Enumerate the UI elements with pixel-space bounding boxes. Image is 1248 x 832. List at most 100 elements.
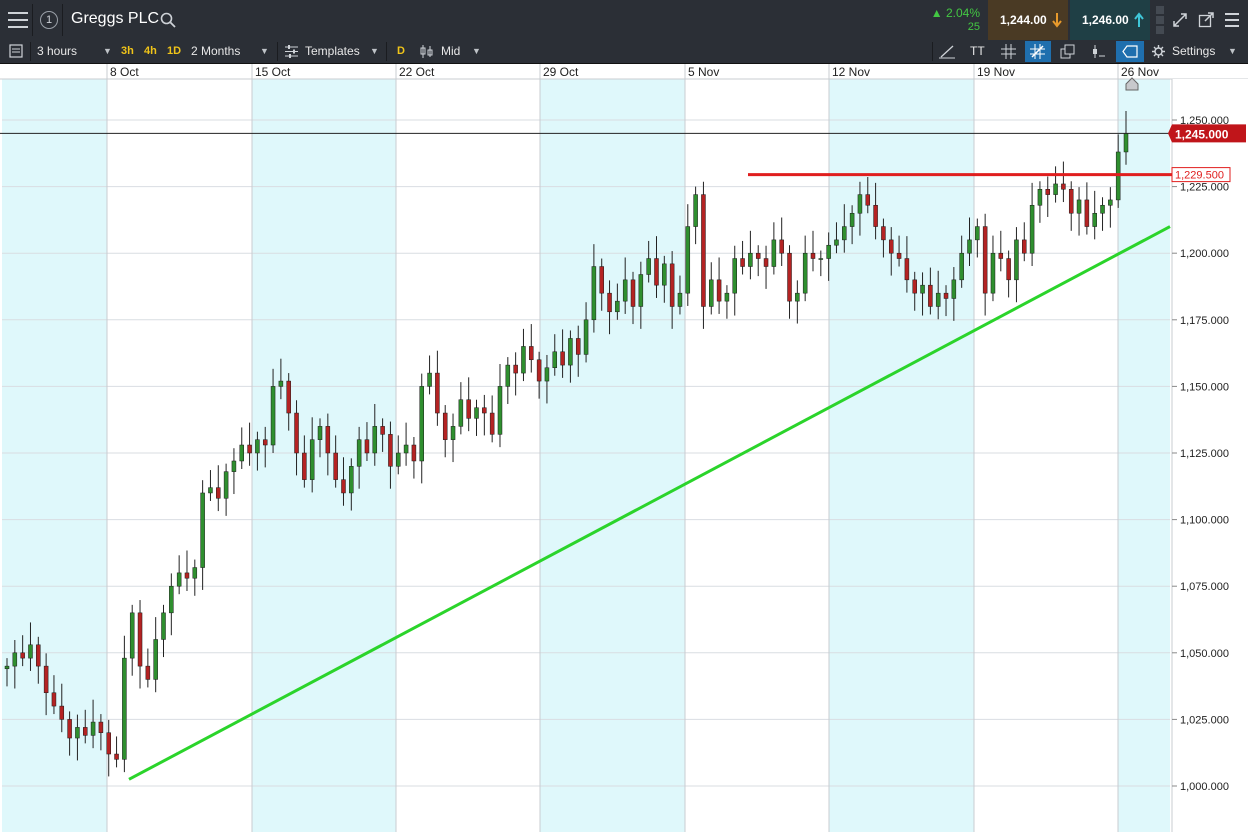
buy-price: 1,246.00: [1082, 13, 1129, 27]
candle-body: [270, 386, 276, 446]
layout-icon[interactable]: [9, 44, 23, 58]
line-tool-icon[interactable]: [939, 44, 955, 59]
candle-body: [654, 258, 659, 286]
candle-body: [787, 252, 792, 302]
candle-body: [286, 380, 291, 414]
templates-icon[interactable]: [284, 45, 299, 58]
chevron-down-icon[interactable]: ▼: [260, 46, 269, 56]
candle-body: [857, 194, 863, 214]
candle-body: [239, 444, 245, 462]
buy-button[interactable]: 1,246.00: [1070, 0, 1150, 40]
quick-4h[interactable]: 4h: [144, 45, 157, 57]
candle-body: [967, 239, 972, 254]
candle-body: [873, 204, 878, 227]
indicator-icon[interactable]: [1091, 44, 1105, 59]
divider: [30, 42, 31, 61]
x-tick-label: 26 Nov: [1121, 65, 1159, 79]
candle-body: [137, 612, 143, 667]
candle-body: [755, 252, 761, 259]
chevron-down-icon[interactable]: ▼: [370, 46, 379, 56]
candle-body: [724, 292, 730, 302]
candle-body: [333, 452, 338, 480]
crosshair-toggle[interactable]: [1025, 41, 1051, 62]
alert-toggle[interactable]: [1116, 41, 1144, 62]
candle-body: [771, 239, 777, 267]
grid-icon[interactable]: [1001, 44, 1016, 59]
size-handle[interactable]: [1156, 6, 1164, 14]
x-tick-label: 15 Oct: [255, 65, 291, 79]
price-chart[interactable]: 8 Oct 15 Oct 22 Oct 29 Oct 5 Nov 12 Nov 19 Nov…: [0, 64, 1248, 832]
candle-body: [90, 721, 96, 736]
fullscreen-icon[interactable]: [1172, 12, 1188, 28]
templates-button[interactable]: Templates: [305, 44, 360, 58]
candle-body: [396, 452, 401, 467]
text-tool[interactable]: TT: [970, 44, 985, 58]
divider: [932, 42, 933, 61]
candle-body: [1068, 189, 1074, 214]
chevron-down-icon[interactable]: ▼: [103, 46, 112, 56]
range-select[interactable]: 2 Months: [191, 44, 241, 58]
candle-body: [1014, 239, 1019, 281]
candle-body: [482, 407, 487, 414]
candle-body: [372, 426, 378, 454]
candle-body: [732, 258, 737, 294]
candle-body: [466, 399, 471, 419]
size-handle[interactable]: [1156, 26, 1164, 34]
d-badge[interactable]: D: [397, 45, 405, 57]
candle-body: [51, 692, 57, 707]
sell-button[interactable]: 1,244.00: [988, 0, 1068, 40]
candle-body: [278, 380, 284, 387]
menu-icon[interactable]: [8, 12, 28, 28]
x-tick-label: 8 Oct: [110, 65, 139, 79]
interval-select[interactable]: 3 hours: [37, 44, 78, 58]
candle-body: [176, 572, 182, 587]
instrument-title[interactable]: Greggs PLC: [71, 10, 160, 27]
candle-body: [826, 244, 831, 259]
candle-body: [67, 719, 72, 739]
sell-price: 1,244.00: [1000, 13, 1047, 27]
popout-icon[interactable]: [1198, 12, 1214, 28]
candle-icon[interactable]: [420, 45, 434, 58]
candle-body: [536, 359, 542, 382]
week-band: [829, 79, 974, 832]
settings-button[interactable]: Settings: [1172, 44, 1216, 58]
candle-body: [427, 372, 432, 387]
y-tick-label: 1,175.000: [1180, 315, 1229, 327]
candle-body: [1022, 239, 1027, 254]
instrument-header: 1 Greggs PLC ▲ 2.04% 25 1,244.00 1,246.0…: [0, 0, 1248, 41]
candle-body: [43, 665, 49, 694]
price-type-select[interactable]: Mid: [441, 44, 461, 58]
y-tick-label: 1,125.000: [1180, 448, 1229, 460]
week-band: [1118, 79, 1170, 832]
gear-icon[interactable]: [1152, 45, 1165, 58]
candle-body: [325, 426, 331, 454]
candle-body: [1037, 189, 1043, 206]
workspace-badge[interactable]: 1: [40, 11, 58, 29]
candle-body: [341, 479, 346, 494]
candle-body: [1100, 204, 1105, 214]
candle-body: [693, 194, 698, 227]
candle-body: [153, 639, 158, 680]
candle-body: [161, 612, 166, 640]
chart-grid: [2, 79, 1170, 832]
candle-body: [560, 351, 565, 366]
size-handle[interactable]: [1156, 16, 1164, 24]
chevron-down-icon[interactable]: ▼: [472, 46, 481, 56]
menu-icon[interactable]: [1224, 10, 1240, 30]
candle-body: [763, 258, 769, 267]
candle-body: [356, 439, 362, 467]
quick-3h[interactable]: 3h: [121, 45, 134, 57]
candle-body: [349, 466, 354, 494]
change-percent: ▲ 2.04%: [930, 6, 980, 20]
candle-body: [834, 239, 839, 246]
search-icon[interactable]: [160, 12, 176, 28]
candles: [4, 110, 1129, 777]
candle-body: [959, 252, 964, 281]
candle-body: [568, 338, 573, 366]
quick-1d[interactable]: 1D: [167, 45, 182, 57]
candle-body: [740, 258, 745, 267]
layers-icon[interactable]: [1060, 44, 1075, 59]
candle-body: [982, 226, 988, 294]
candle-body: [935, 292, 941, 307]
chevron-down-icon[interactable]: ▼: [1228, 46, 1237, 56]
